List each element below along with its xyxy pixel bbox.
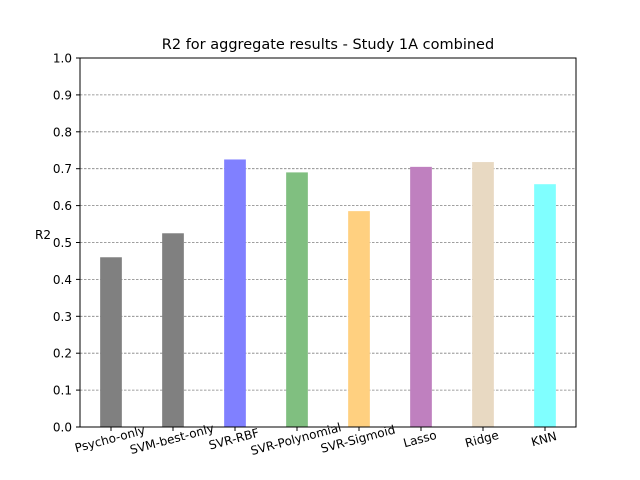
y-tick-label: 0.0 [53, 421, 72, 435]
x-tick-label: KNN [530, 429, 559, 449]
y-tick-label: 0.6 [53, 199, 72, 213]
y-tick-label: 0.1 [53, 384, 72, 398]
y-tick-label: 0.9 [53, 88, 72, 102]
bars [100, 159, 556, 428]
y-tick-label: 0.7 [53, 162, 72, 176]
chart-title: R2 for aggregate results - Study 1A comb… [162, 37, 494, 53]
x-tick-label: Lasso [402, 428, 438, 450]
bar-knn [534, 184, 556, 427]
y-tick-label: 0.4 [53, 273, 72, 287]
bar-psycho-only [100, 257, 122, 427]
bar-svr-sigmoid [348, 211, 370, 427]
bar-lasso [410, 166, 432, 428]
x-tick-label: Ridge [464, 428, 501, 450]
bar-svr-polynomial [286, 172, 308, 427]
bar-svm-best-only [162, 233, 184, 427]
bar-ridge [472, 162, 494, 428]
y-tick-label: 1.0 [53, 52, 72, 66]
grid-lines [80, 94, 576, 391]
y-tick-label: 0.5 [53, 236, 72, 250]
y-axis-label: R2 [35, 228, 51, 242]
y-tick-label: 0.2 [53, 347, 72, 361]
y-tick-label: 0.3 [53, 310, 72, 324]
y-axis: 0.0 0.1 0.2 0.3 0.4 0.5 0.6 0.7 0.8 0.9 1.0 [53, 52, 80, 435]
y-tick-label: 0.8 [53, 125, 72, 139]
bar-svr-rbf [224, 159, 246, 427]
